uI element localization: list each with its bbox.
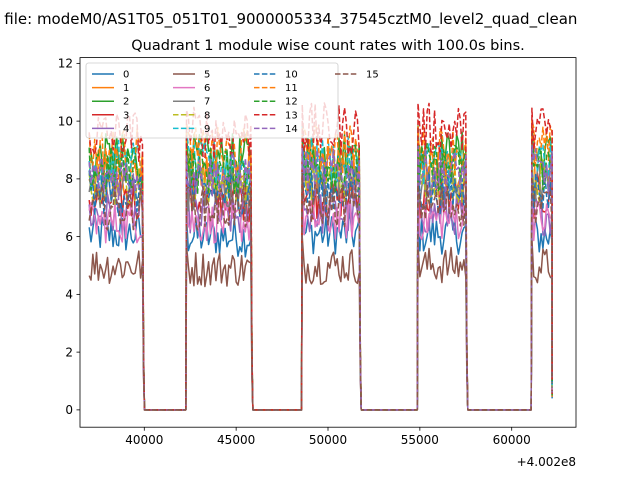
y-tick-label: 4 bbox=[65, 288, 73, 302]
y-tick-label: 2 bbox=[65, 345, 73, 359]
series-line-10 bbox=[88, 159, 553, 411]
x-tick-label: 60000 bbox=[493, 433, 531, 447]
legend-label: 10 bbox=[285, 70, 298, 81]
y-tick-label: 0 bbox=[65, 403, 73, 417]
y-tick-label: 12 bbox=[58, 57, 73, 71]
legend-label: 12 bbox=[285, 97, 298, 108]
series-line-11 bbox=[88, 119, 553, 411]
chart-title: Quadrant 1 module wise count rates with … bbox=[131, 38, 525, 54]
legend-label: 14 bbox=[285, 124, 298, 135]
legend-label: 2 bbox=[123, 97, 129, 108]
series-line-15 bbox=[88, 172, 553, 411]
x-tick-label: 50000 bbox=[309, 433, 347, 447]
legend-label: 11 bbox=[285, 83, 298, 94]
legend-label: 8 bbox=[204, 110, 210, 121]
x-tick-label: 40000 bbox=[125, 433, 163, 447]
legend-label: 7 bbox=[204, 97, 210, 108]
y-tick-label: 6 bbox=[65, 230, 73, 244]
series-line-14 bbox=[88, 144, 553, 411]
x-offset-label: +4.002e8 bbox=[517, 455, 576, 469]
legend-label: 1 bbox=[123, 83, 129, 94]
y-tick-label: 8 bbox=[65, 172, 73, 186]
x-axis: 40000 45000 50000 55000 60000 bbox=[125, 427, 531, 447]
legend-box bbox=[85, 62, 339, 139]
legend-label: 13 bbox=[285, 110, 298, 121]
legend-label: 0 bbox=[123, 70, 129, 81]
legend-label: 15 bbox=[366, 70, 379, 81]
x-tick-label: 55000 bbox=[401, 433, 439, 447]
y-axis: 0 2 4 6 8 10 12 bbox=[58, 57, 80, 417]
series-line-0 bbox=[88, 204, 553, 411]
legend-label: 3 bbox=[123, 110, 129, 121]
y-tick-label: 10 bbox=[58, 114, 73, 128]
series-layer bbox=[88, 102, 553, 411]
figure-suptitle: n file: modeM0/AS1T05_051T01_9000005334_… bbox=[0, 10, 577, 29]
series-line-13 bbox=[88, 102, 553, 411]
legend-label: 4 bbox=[123, 124, 129, 135]
legend-label: 9 bbox=[204, 124, 210, 135]
series-line-6 bbox=[88, 187, 553, 411]
x-tick-label: 45000 bbox=[217, 433, 255, 447]
series-line-9 bbox=[88, 126, 553, 411]
series-line-5 bbox=[88, 236, 553, 411]
legend-label: 6 bbox=[204, 83, 210, 94]
legend-label: 5 bbox=[204, 70, 210, 81]
